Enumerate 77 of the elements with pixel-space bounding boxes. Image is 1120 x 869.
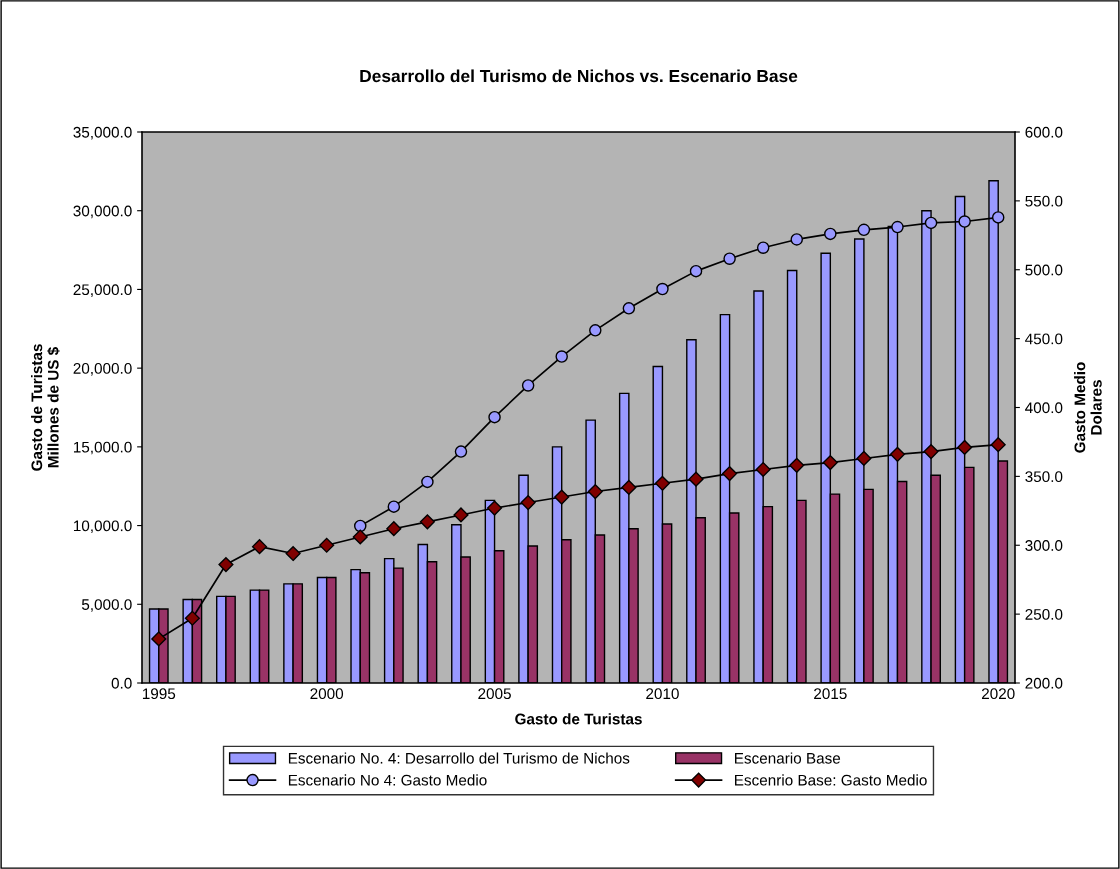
point [319,537,335,553]
point [990,437,1006,453]
point [486,500,503,516]
point [857,223,871,237]
point [419,514,435,530]
point [421,475,434,489]
point [656,282,669,296]
chart-title: Desarrollo del Turismo de Nichos vs. Escenario Base [360,69,798,83]
y-tick-label: 15,000.0 [73,441,132,455]
x-tick-label: 1995 [142,688,176,700]
point [488,410,501,424]
point [958,215,971,228]
point [822,455,838,471]
legend-label: Escenario Base [735,752,841,764]
point [151,631,167,647]
x-tick-label: 2010 [646,688,679,700]
legend-label: Escenario No. 4: Desarrollo del Turismo de Nichos [288,752,630,764]
point [756,241,770,254]
point [589,324,602,337]
x-tick-label: 2005 [478,688,511,700]
point [722,466,738,482]
point [554,489,570,505]
point [991,211,1005,224]
y2-tick-label: 400.0 [1025,402,1063,414]
y-tick-label: 25,000.0 [73,284,132,297]
point [251,539,268,555]
point [891,220,904,234]
y2-tick-label: 250.0 [1025,608,1063,620]
point [454,445,468,458]
point [453,507,469,523]
point [789,457,805,473]
y-tick-label: 10,000.0 [73,520,132,534]
point [889,446,906,462]
y2-axis-title: Gasto Medio Dolares [1074,362,1102,453]
point [621,479,637,495]
y2-tick-label: 600.0 [1025,126,1063,138]
x-axis-title: Gasto de Turistas [515,713,642,725]
point [520,494,536,511]
legend-label: Escenrio Base: Gasto Medio [735,774,927,786]
point [352,529,368,545]
y-tick-label: 5,000.0 [81,599,132,612]
y2-tick-label: 200.0 [1025,677,1063,689]
point [184,610,200,626]
x-tick-label: 2015 [814,688,847,700]
point [555,350,568,363]
point [790,233,804,246]
point [285,545,301,562]
y-tick-label: 0.0 [111,677,132,689]
y2-tick-label: 350.0 [1025,471,1063,483]
point [924,216,938,230]
y-tick-label: 20,000.0 [73,363,132,376]
point [923,444,939,460]
point [622,302,636,315]
legend-label: Escenario No 4: Gasto Medio [288,774,487,786]
point [521,379,535,392]
y2-tick-label: 500.0 [1025,264,1063,276]
point [856,450,872,467]
point [387,500,401,513]
y-tick-label: 30,000.0 [73,205,132,219]
point [723,252,736,265]
point [689,264,703,278]
point [688,471,704,487]
x-tick-label: 2000 [310,688,344,700]
point [353,519,367,533]
point [957,439,973,456]
y-tick-label: 35,000.0 [73,126,132,140]
x-tick-label: 2020 [981,688,1015,700]
point [386,521,402,537]
y2-tick-label: 550.0 [1025,195,1063,207]
point [218,556,234,573]
y-axis-title: Gasto de Turistas Millones de US $ [31,344,60,471]
point [654,475,671,491]
point [755,461,771,478]
y2-tick-label: 300.0 [1025,540,1063,551]
point [587,483,603,500]
point [824,227,837,241]
y2-tick-label: 450.0 [1025,333,1063,345]
